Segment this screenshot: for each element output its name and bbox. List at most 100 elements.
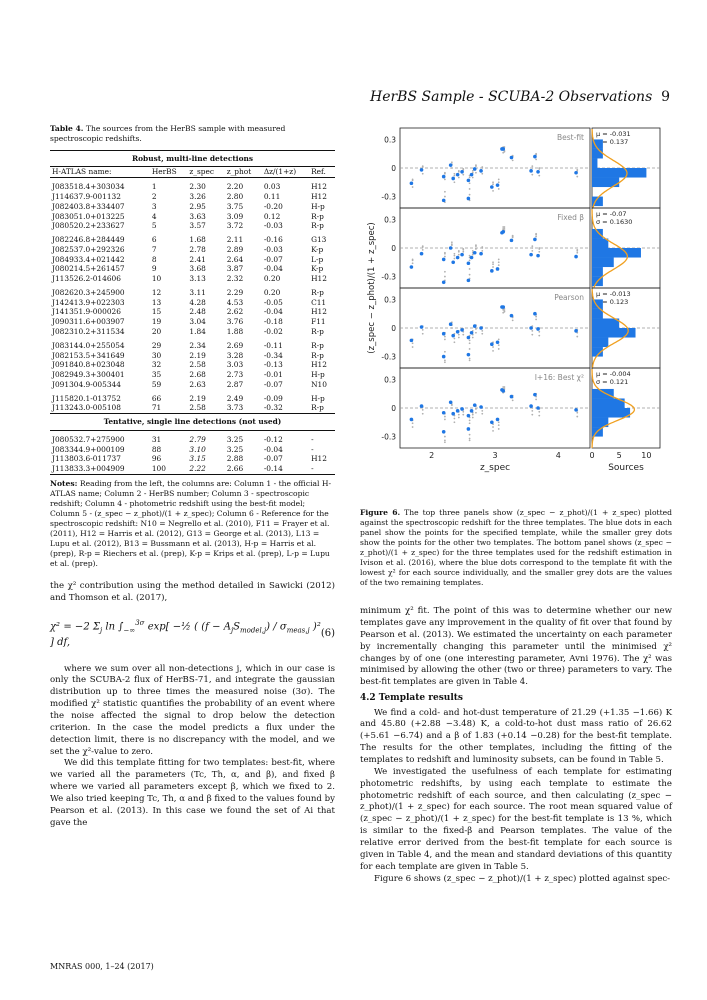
table-cell: -0.18 [263,317,283,327]
table-cell: 20 [151,326,162,336]
table-row: J083144.0+255054 29 2.34 2.69 -0.11 R-p [50,337,335,351]
grey-point [453,172,456,175]
grey-point [481,249,484,252]
grey-point [492,263,494,266]
grey-point [444,255,446,258]
table-cell: 3.03 [226,360,244,370]
table-row: J084933.4+021442 8 2.41 2.64 -0.07 L-p [50,255,335,265]
grey-point [497,258,500,261]
table-cell: -0.20 [263,201,283,211]
table-row: J113803.6-011737 96 3.15 2.88 -0.07 H12 [50,454,335,464]
blue-point [460,252,464,257]
blue-point [469,255,474,260]
grey-point [576,251,579,254]
table-cell: J083518.4+303034 [52,182,125,192]
blue-point [455,172,460,177]
grey-point [444,361,446,364]
grey-point [492,261,494,264]
grey-point [450,327,453,329]
grey-point [450,161,453,164]
grey-point [453,257,456,260]
hist-bar [592,168,647,178]
table-cell: -0.09 [263,393,283,403]
hist-bar [592,337,609,348]
blue-point [472,167,477,171]
eq-intro: the χ² contribution using the method det… [50,581,335,603]
table-row: J083518.4+303034 1 2.30 2.20 0.03 H12 [50,178,335,192]
table-cell: R-p [309,403,335,415]
grey-point [497,188,500,190]
table-cell: H-p [311,201,325,211]
blue-point [466,278,471,283]
table-row: J082153.5+341649 30 2.19 3.28 -0.34 R-p [50,351,335,361]
blue-point [574,408,578,412]
hist-bar [592,308,603,319]
grey-point [502,311,505,314]
grey-point [468,359,471,362]
grey-point [453,254,456,257]
table-cell: R-p [311,211,324,221]
grey-point [531,413,534,416]
grey-point [457,176,460,179]
grey-point [462,248,465,250]
table-row: J115820.1-013752 66 2.19 2.49 -0.09 H-p [50,390,335,404]
grey-point [471,249,474,252]
grey-point [481,409,484,412]
blue-point [448,246,453,250]
blue-point [479,405,483,409]
table4-caption: Table 4. The sources from the HerBS samp… [50,124,335,144]
panel-sigma: σ = 0.123 [596,298,628,306]
panel-sigma: σ = 0.137 [596,138,628,146]
blue-point [455,330,460,334]
table-cell: 3.28 [226,350,244,360]
table-cell: 1.88 [226,326,244,336]
grey-point [497,344,500,347]
hist-bar [592,148,603,159]
table-cell: Δz/(1+z) [261,166,310,179]
grey-point [511,235,514,238]
grey-point [462,250,465,253]
y-tick-label: 0 [391,404,396,413]
grey-point [457,416,460,419]
blue-point [509,155,514,160]
table-cell: K-p [311,264,324,274]
section-heading: 4.2 Template results [360,693,463,704]
table-cell: -0.13 [263,360,283,370]
blue-point [419,404,424,408]
grey-point [531,165,534,167]
table-cell: J113803.6-011737 [52,454,121,464]
running-title: HerBS Sample - SCUBA-2 Observations [370,89,653,105]
table-cell: 96 [151,454,162,464]
paragraph: We did this template fitting for two tem… [50,758,335,828]
grey-point [576,415,579,418]
blue-point [536,406,540,410]
grey-point [468,188,471,190]
table-cell: 30 [151,350,162,360]
grey-point [471,416,474,419]
blue-point [441,174,446,179]
grey-point [481,412,484,415]
gaussian-fit [591,209,629,289]
x-tick-label: 3 [492,451,497,460]
panel-mu: μ = -0.031 [596,130,631,138]
grey-point [497,424,500,427]
blue-point [490,420,494,425]
grey-point [538,330,541,333]
hist-bar [592,196,603,207]
blue-point [451,260,455,265]
blue-point [500,147,504,151]
grey-point [453,252,456,255]
grey-point [475,331,477,334]
blue-point [466,261,471,266]
table-cell: 3.25 [226,444,244,454]
blue-point [409,417,414,422]
grey-point [535,235,537,238]
table-cell: R-p [311,350,324,360]
blue-point [460,328,464,332]
grey-point [450,407,453,409]
table-cell: -0.02 [263,326,283,336]
blue-point [529,169,533,173]
grey-point [492,429,494,432]
blue-point [441,280,446,285]
grey-point [444,359,446,362]
